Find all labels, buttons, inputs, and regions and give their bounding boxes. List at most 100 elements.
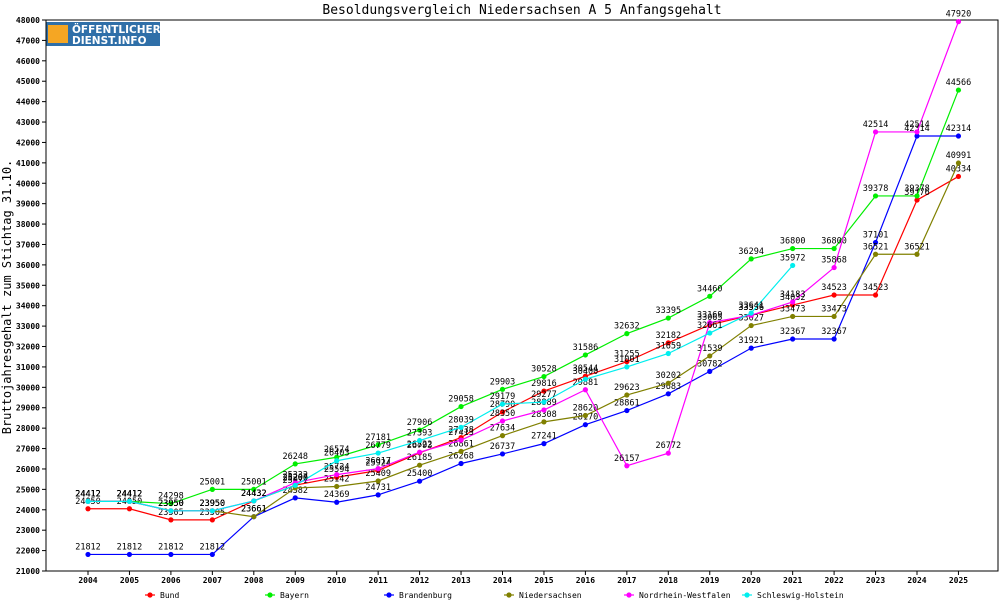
data-label: 23950 bbox=[158, 499, 184, 509]
data-label: 31539 bbox=[697, 344, 723, 354]
y-tick-label: 36000 bbox=[16, 261, 40, 270]
x-tick-label: 2025 bbox=[949, 576, 968, 585]
chart-title: Besoldungsvergleich Niedersachsen A 5 An… bbox=[322, 3, 721, 18]
data-point bbox=[665, 350, 671, 357]
data-label: 24298 bbox=[158, 492, 184, 502]
legend-label: Bund bbox=[160, 591, 179, 600]
y-axis-label: Bruttojahresgehalt zum Stichtag 31.10. bbox=[0, 160, 14, 435]
legend-marker bbox=[267, 592, 273, 598]
data-label: 26822 bbox=[407, 440, 433, 450]
y-tick-label: 27000 bbox=[16, 445, 40, 454]
legend-label: Brandenburg bbox=[399, 591, 452, 600]
data-label: 24432 bbox=[241, 489, 267, 499]
data-point bbox=[707, 293, 713, 299]
data-label: 36521 bbox=[863, 242, 889, 252]
data-point bbox=[624, 407, 630, 414]
data-point bbox=[209, 508, 215, 514]
x-tick-label: 2008 bbox=[244, 576, 263, 585]
data-label: 21812 bbox=[75, 542, 101, 552]
data-label: 26017 bbox=[365, 457, 391, 467]
data-label: 25142 bbox=[324, 474, 350, 484]
data-point bbox=[665, 315, 671, 321]
data-label: 30528 bbox=[531, 365, 557, 375]
data-label: 27634 bbox=[490, 424, 516, 434]
data-point bbox=[417, 427, 423, 433]
series-niedersachsen: 2441224412239502395023661250712514225409… bbox=[75, 151, 972, 520]
data-label: 32632 bbox=[614, 322, 640, 332]
data-label: 30544 bbox=[573, 364, 599, 374]
y-tick-label: 25000 bbox=[16, 485, 40, 494]
data-label: 29903 bbox=[490, 377, 516, 387]
data-label: 29816 bbox=[531, 379, 557, 389]
data-point bbox=[624, 359, 630, 365]
data-label: 27413 bbox=[448, 428, 474, 438]
data-point bbox=[499, 418, 506, 424]
data-point bbox=[85, 506, 91, 512]
data-label: 25924 bbox=[365, 459, 391, 469]
data-label: 33027 bbox=[738, 314, 764, 324]
data-label: 24412 bbox=[75, 489, 101, 499]
data-point bbox=[707, 368, 713, 374]
data-label: 25400 bbox=[407, 469, 433, 479]
data-label: 31001 bbox=[614, 355, 640, 365]
x-tick-label: 2009 bbox=[286, 576, 305, 585]
data-point bbox=[955, 87, 962, 93]
data-point bbox=[582, 387, 589, 393]
data-label: 33473 bbox=[821, 304, 847, 314]
data-point bbox=[541, 419, 547, 425]
y-tick-label: 28000 bbox=[16, 424, 40, 433]
data-label: 36800 bbox=[821, 237, 847, 247]
y-tick-label: 30000 bbox=[16, 383, 40, 392]
x-tick-label: 2016 bbox=[576, 576, 595, 585]
y-tick-label: 24000 bbox=[16, 506, 40, 515]
y-tick-label: 37000 bbox=[16, 240, 40, 249]
data-point bbox=[541, 441, 547, 447]
data-point bbox=[624, 364, 630, 370]
data-label: 35972 bbox=[780, 253, 806, 263]
data-label: 26157 bbox=[614, 454, 640, 464]
data-label: 28861 bbox=[614, 399, 640, 409]
x-tick-label: 2020 bbox=[742, 576, 761, 585]
series-line bbox=[88, 135, 959, 556]
data-label: 32182 bbox=[656, 331, 682, 341]
data-label: 28620 bbox=[573, 403, 599, 413]
data-point bbox=[955, 173, 962, 180]
data-label: 40991 bbox=[946, 151, 972, 161]
data-point bbox=[790, 299, 796, 305]
data-label: 28308 bbox=[531, 410, 557, 420]
data-label: 32367 bbox=[780, 327, 806, 337]
x-tick-label: 2014 bbox=[493, 576, 512, 585]
data-label: 24412 bbox=[117, 489, 143, 499]
data-point bbox=[168, 508, 174, 514]
data-label: 24432 bbox=[241, 489, 267, 499]
data-point bbox=[748, 310, 754, 316]
data-label: 27181 bbox=[365, 433, 391, 443]
data-label: 25724 bbox=[324, 463, 350, 473]
data-point bbox=[417, 437, 423, 444]
data-label: 26793 bbox=[407, 441, 433, 451]
data-point bbox=[790, 245, 796, 252]
data-point bbox=[872, 239, 879, 246]
data-point bbox=[499, 401, 506, 407]
y-tick-label: 22000 bbox=[16, 547, 40, 556]
x-tick-label: 2011 bbox=[369, 576, 388, 585]
data-label: 31586 bbox=[573, 343, 599, 353]
data-label: 26861 bbox=[448, 439, 474, 449]
data-label: 36521 bbox=[904, 242, 930, 252]
data-point bbox=[126, 551, 133, 558]
data-label: 21812 bbox=[158, 542, 184, 552]
data-label: 34183 bbox=[780, 290, 806, 300]
data-point bbox=[707, 353, 713, 359]
data-label: 31255 bbox=[614, 350, 640, 360]
data-label: 29623 bbox=[614, 383, 640, 393]
data-label: 24412 bbox=[75, 489, 101, 499]
data-point bbox=[168, 551, 174, 558]
data-label: 27538 bbox=[448, 426, 474, 436]
logo-mark-icon bbox=[48, 25, 68, 43]
data-label: 26772 bbox=[656, 441, 682, 451]
data-point bbox=[790, 262, 796, 269]
data-point bbox=[126, 498, 133, 504]
data-point bbox=[955, 160, 962, 166]
data-point bbox=[748, 322, 754, 329]
data-label: 34460 bbox=[697, 284, 723, 294]
